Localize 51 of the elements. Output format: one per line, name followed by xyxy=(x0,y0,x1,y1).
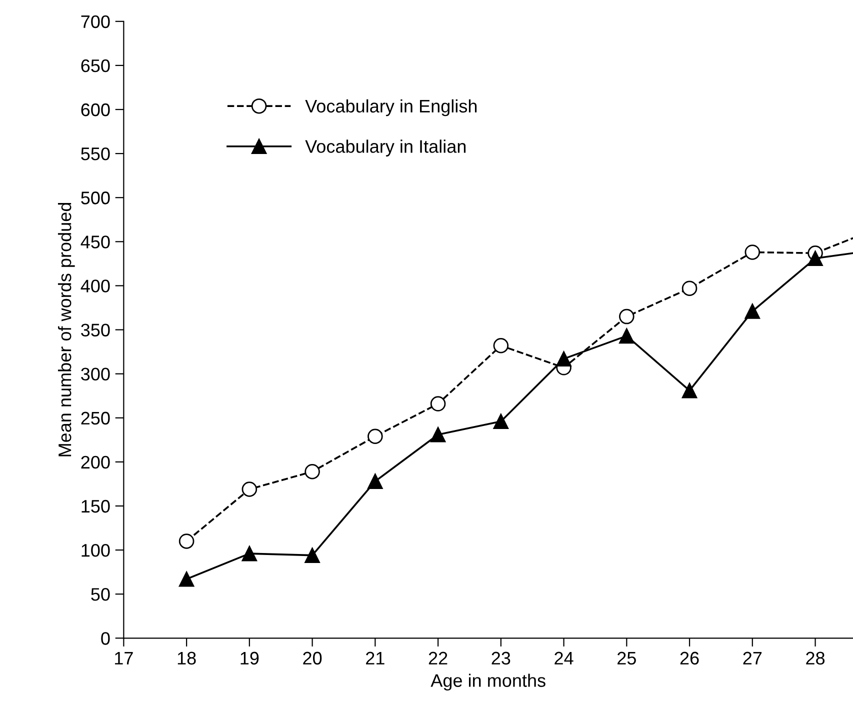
x-tick-label: 27 xyxy=(743,652,762,664)
point xyxy=(556,351,572,366)
point xyxy=(368,428,383,444)
y-tick-label: 100 xyxy=(82,544,110,557)
y-tick-label: 400 xyxy=(80,280,110,292)
y-tick-label: 650 xyxy=(81,59,110,72)
point xyxy=(178,571,194,587)
legend-label: Vocabulary in English xyxy=(305,99,477,116)
y-tick-label: 300 xyxy=(81,368,110,381)
y-tick-label: 600 xyxy=(81,103,110,116)
point xyxy=(682,280,698,296)
point xyxy=(682,382,698,398)
y-tick-label: 150 xyxy=(82,500,110,513)
x-tick-label: 17 xyxy=(115,652,133,664)
y-tick-label: 500 xyxy=(81,192,110,204)
legend-label: Vocabulary in Italian xyxy=(305,140,466,156)
point xyxy=(619,328,634,344)
x-tick-label: 28 xyxy=(806,652,825,665)
x-tick-label: 19 xyxy=(240,652,259,665)
point xyxy=(430,396,446,412)
x-tick-label: 25 xyxy=(618,652,636,665)
point xyxy=(493,414,509,430)
point xyxy=(744,304,760,319)
y-axis-title: Mean number of words produed xyxy=(58,202,75,456)
point xyxy=(619,308,634,324)
x-tick-label: 18 xyxy=(178,652,196,665)
y-tick-label: 200 xyxy=(81,456,110,469)
y-tick-label: 350 xyxy=(81,324,110,336)
x-tick-label: 21 xyxy=(366,652,384,664)
y-tick-label: 550 xyxy=(81,147,110,160)
point xyxy=(242,546,258,562)
point xyxy=(242,482,258,497)
x-tick-label: 24 xyxy=(554,652,574,664)
point xyxy=(368,474,383,489)
point xyxy=(304,548,320,563)
y-tick-label: 0 xyxy=(101,632,110,645)
y-tick-label: 250 xyxy=(81,412,110,425)
x-axis-title: Age in months xyxy=(430,674,546,691)
y-tick-label: 450 xyxy=(80,236,110,248)
point xyxy=(304,464,320,480)
x-tick-label: 23 xyxy=(492,652,510,665)
point xyxy=(430,426,446,442)
x-tick-label: 22 xyxy=(428,652,448,664)
x-tick-label: 20 xyxy=(303,652,322,665)
point xyxy=(744,244,760,260)
y-tick-label: 50 xyxy=(91,588,110,601)
x-tick-label: 26 xyxy=(680,652,699,665)
point xyxy=(808,250,823,266)
y-tick-label: 700 xyxy=(81,15,110,28)
point xyxy=(493,338,509,354)
point xyxy=(178,534,194,549)
